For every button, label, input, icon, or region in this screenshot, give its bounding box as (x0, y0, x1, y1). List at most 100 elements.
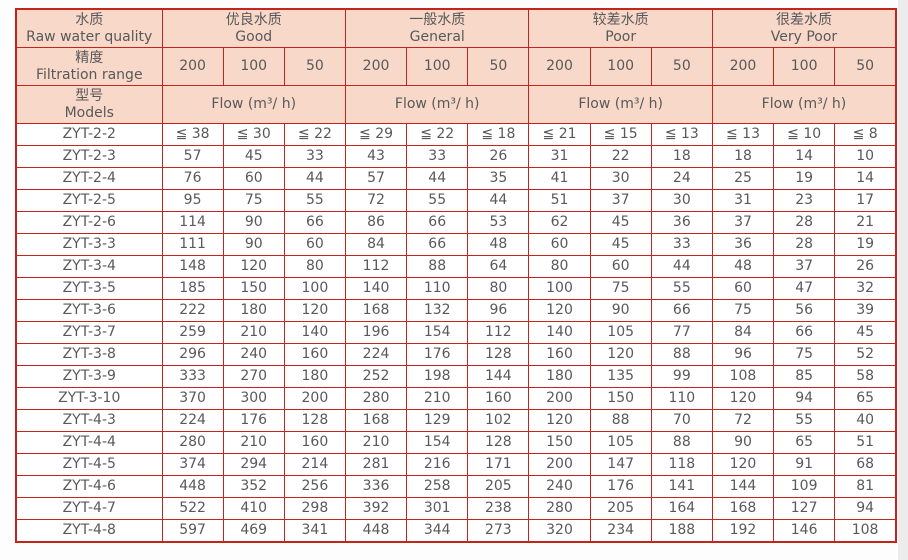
filtration-value: 100 (773, 47, 836, 86)
flow-value-cell: ≦ 10 (773, 123, 836, 146)
header-raw-water-quality-en: Raw water quality (26, 28, 153, 45)
flow-value-cell: 176 (406, 343, 469, 366)
flow-value-cell: 160 (467, 387, 530, 410)
table-row: ZYT-3-5 185 150 100 140 110 80 100 75 55 60 47 32 (15, 277, 897, 300)
flow-value-cell: 33 (650, 233, 713, 256)
flow-value-cell: 19 (773, 167, 836, 190)
flow-value-cell: 21 (834, 211, 897, 234)
flow-value-cell: 81 (834, 475, 897, 498)
flow-value-cell: 72 (344, 189, 408, 212)
flow-value-cell: 18 (711, 145, 775, 168)
flow-value-cell: 180 (222, 299, 285, 322)
flow-value-cell: 210 (222, 321, 285, 344)
flow-value-cell: 154 (406, 431, 469, 454)
flow-value-cell: 222 (161, 299, 224, 322)
flow-value-cell: 256 (283, 475, 346, 498)
model-cell: ZYT-2-2 (15, 123, 163, 146)
flow-value-cell: 80 (528, 255, 591, 278)
flow-value-cell: 108 (711, 365, 775, 388)
flow-value-cell: 41 (528, 167, 591, 190)
flow-value-cell: 36 (711, 233, 775, 256)
flow-value-cell: 259 (161, 321, 224, 344)
flow-value-cell: 30 (589, 167, 652, 190)
table-row: ZYT-3-7 259 210 140 196 154 112 140 105 77 84 66 45 (15, 321, 897, 344)
model-cell: ZYT-4-6 (15, 475, 163, 498)
flow-value-cell: 200 (528, 453, 591, 476)
flow-value-cell: 132 (406, 299, 469, 322)
flow-value-cell: 171 (467, 453, 530, 476)
flow-value-cell: 90 (222, 211, 285, 234)
flow-value-cell: 91 (773, 453, 836, 476)
flow-value-cell: 37 (773, 255, 836, 278)
flow-value-cell: 120 (528, 299, 591, 322)
flow-value-cell: 90 (711, 431, 775, 454)
flow-value-cell: 44 (406, 167, 469, 190)
flow-value-cell: 26 (467, 145, 530, 168)
table-row: ZYT-3-8 296 240 160 224 176 128 160 120 88 96 75 52 (15, 343, 897, 366)
model-cell: ZYT-4-4 (15, 431, 163, 454)
flow-value-cell: 84 (344, 233, 408, 256)
flow-value-cell: 336 (344, 475, 408, 498)
flow-value-cell: 112 (467, 321, 530, 344)
flow-value-cell: 200 (528, 387, 591, 410)
flow-value-cell: 14 (773, 145, 836, 168)
flow-value-cell: 75 (773, 343, 836, 366)
model-cell: ZYT-2-4 (15, 167, 163, 190)
flow-value-cell: 45 (834, 321, 897, 344)
flow-value-cell: 66 (406, 211, 469, 234)
filtration-value: 50 (834, 47, 897, 86)
flow-value-cell: 120 (222, 255, 285, 278)
flow-value-cell: 448 (161, 475, 224, 498)
header-filtration-range-zh: 精度 (75, 49, 104, 66)
header-quality-very-poor-en: Very Poor (770, 28, 838, 45)
filtration-value: 100 (589, 47, 652, 86)
flow-value-cell: 65 (834, 387, 897, 410)
flow-value-cell: 111 (161, 233, 224, 256)
flow-value-cell: 96 (711, 343, 775, 366)
flow-value-cell: 55 (773, 409, 836, 432)
flow-value-cell: 160 (528, 343, 591, 366)
model-cell: ZYT-4-7 (15, 497, 163, 520)
flow-value-cell: 44 (650, 255, 713, 278)
table-row: ZYT-4-7 522 410 298 392 301 238 280 205 164 168 127… (15, 497, 897, 520)
flow-value-cell: 597 (161, 519, 224, 543)
flow-value-cell: 88 (650, 431, 713, 454)
flow-value-cell: 120 (589, 343, 652, 366)
flow-value-cell: 146 (773, 519, 836, 543)
header-quality-general-zh: 一般水质 (409, 11, 466, 28)
header-raw-water-quality: 水质 Raw water quality (15, 8, 163, 48)
header-models-zh: 型号 (75, 87, 104, 104)
flow-value-cell: 128 (467, 431, 530, 454)
flow-value-cell: 154 (406, 321, 469, 344)
flow-value-cell: 148 (161, 255, 224, 278)
flow-value-cell: 75 (222, 189, 285, 212)
flow-value-cell: 185 (161, 277, 224, 300)
model-cell: ZYT-4-3 (15, 409, 163, 432)
flow-value-cell: 192 (711, 519, 775, 543)
flow-value-cell: 110 (650, 387, 713, 410)
header-quality-poor-zh: 较差水质 (592, 11, 649, 28)
flow-value-cell: 168 (344, 409, 408, 432)
header-quality-good-zh: 优良水质 (225, 11, 282, 28)
flow-value-cell: 410 (222, 497, 285, 520)
table-row: ZYT-3-9 333 270 180 252 198 144 180 135 99 108 85 58 (15, 365, 897, 388)
flow-value-cell: 65 (773, 431, 836, 454)
filtration-value: 200 (711, 47, 775, 86)
flow-value-cell: 188 (650, 519, 713, 543)
flow-unit-header: Flow (m³/ h) (528, 85, 713, 124)
flow-value-cell: 40 (834, 409, 897, 432)
flow-value-cell: 84 (711, 321, 775, 344)
flow-value-cell: 180 (528, 365, 591, 388)
flow-value-cell: 448 (344, 519, 408, 543)
model-cell: ZYT-3-8 (15, 343, 163, 366)
flow-value-cell: 100 (283, 277, 346, 300)
table-row: ZYT-4-8 597 469 341 448 344 273 320 234 188 192 146… (15, 519, 897, 543)
flow-value-cell: 55 (650, 277, 713, 300)
flow-unit-header: Flow (m³/ h) (161, 85, 346, 124)
flow-value-cell: 296 (161, 343, 224, 366)
header-quality-good: 优良水质 Good (161, 8, 346, 48)
header-models-en: Models (64, 104, 114, 121)
flow-value-cell: ≦ 21 (528, 123, 591, 146)
flow-value-cell: 99 (650, 365, 713, 388)
flow-value-cell: 298 (283, 497, 346, 520)
